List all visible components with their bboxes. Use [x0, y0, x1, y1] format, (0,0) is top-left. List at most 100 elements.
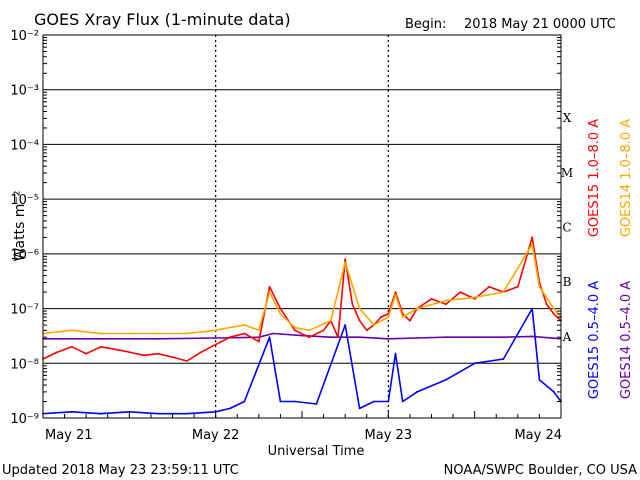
- y-tick-label-0: 10⁻⁹: [10, 412, 39, 427]
- series-0-point-4: [99, 345, 102, 348]
- series-2-point-1: [70, 410, 73, 413]
- series-3-point-5: [272, 332, 275, 335]
- series-1-point-26: [538, 285, 541, 288]
- series-0-point-16: [268, 285, 271, 288]
- series-line-0: [42, 236, 562, 362]
- series-group: [42, 236, 562, 415]
- flare-class-b: B: [563, 275, 572, 289]
- series-0-point-8: [157, 352, 160, 355]
- series-0-point-44: [552, 313, 555, 315]
- x-tick-labels: May 21 May 22 May 23 May 24: [45, 428, 562, 443]
- series-2-point-9: [268, 336, 271, 339]
- series-0-point-18: [293, 329, 296, 332]
- series-1-point-15: [344, 261, 347, 264]
- series-2-point-21: [473, 362, 476, 365]
- series-2-point-18: [401, 400, 404, 403]
- series-2-point-15: [373, 400, 375, 403]
- series-1-point-20: [401, 316, 404, 318]
- series-1-point-3: [128, 332, 131, 335]
- grid-lines: [43, 34, 561, 419]
- legend-entry-1: GOES14 1.0–8.0 A: [619, 119, 634, 237]
- series-3-point-14: [531, 335, 534, 338]
- series-1-point-16: [358, 307, 361, 310]
- series-2-point-17: [394, 352, 397, 355]
- series-0-point-24: [351, 303, 354, 306]
- series-3-point-10: [416, 337, 418, 339]
- series-2-point-5: [186, 412, 188, 415]
- series-0-point-22: [337, 336, 339, 339]
- x-tick-label-0: May 21: [45, 428, 93, 443]
- series-1-point-13: [308, 329, 311, 332]
- series-1-point-7: [229, 326, 232, 329]
- credit-text: NOAA/SWPC Boulder, CO USA: [444, 463, 637, 478]
- plot-frame: [42, 34, 562, 419]
- series-1-point-18: [387, 316, 390, 318]
- series-0-point-35: [445, 303, 447, 306]
- series-0-point-3: [85, 352, 88, 355]
- series-0-point-26: [365, 329, 368, 332]
- legend-entry-0: GOES15 1.0–8.0 A: [587, 119, 602, 237]
- series-1-point-25: [531, 243, 534, 246]
- series-2-point-14: [358, 407, 361, 410]
- series-2-point-16: [387, 400, 390, 403]
- x-axis-label: Universal Time: [268, 444, 365, 459]
- series-1-point-8: [243, 324, 246, 326]
- series-2-point-2: [99, 412, 102, 415]
- y-axis-label: Watts m⁻²: [12, 191, 28, 262]
- series-1-point-12: [293, 326, 296, 329]
- series-0-point-1: [56, 351, 59, 353]
- series-1-point-27: [552, 307, 555, 310]
- series-3-point-1: [99, 337, 102, 340]
- series-2-point-25: [552, 391, 555, 393]
- series-0-point-12: [214, 343, 217, 346]
- series-0-point-25: [358, 319, 361, 322]
- updated-timestamp: Updated 2018 May 23 23:59:11 UTC: [2, 463, 239, 478]
- x-tick-label-3: May 24: [514, 428, 562, 443]
- series-3-point-3: [214, 337, 217, 339]
- series-2-point-19: [416, 391, 418, 393]
- flare-class-a: A: [562, 330, 572, 344]
- y-tick-label-6: 10⁻³: [10, 84, 39, 99]
- series-0-point-37: [473, 298, 476, 300]
- series-1-point-14: [329, 319, 332, 322]
- series-1-point-19: [394, 293, 397, 296]
- x-tick-label-1: May 22: [192, 428, 240, 443]
- series-2-point-24: [538, 378, 541, 381]
- series-1-point-9: [257, 329, 260, 332]
- series-0-point-32: [409, 319, 411, 322]
- series-0-point-17: [279, 307, 282, 310]
- series-0-point-10: [186, 360, 188, 362]
- series-3-point-13: [502, 336, 505, 339]
- series-0-point-11: [200, 351, 203, 353]
- series-0-point-40: [516, 285, 519, 288]
- y-tick-label-5: 10⁻⁴: [10, 138, 39, 153]
- series-1-point-5: [186, 332, 188, 335]
- legend-entry-2: GOES15 0.5–4.0 A: [587, 281, 602, 399]
- series-line-2: [42, 307, 562, 415]
- series-2-point-7: [229, 407, 232, 410]
- series-2-point-12: [315, 403, 318, 405]
- series-0-point-28: [380, 316, 382, 318]
- flare-class-c: C: [562, 221, 571, 235]
- series-0-point-20: [322, 329, 325, 332]
- series-0-point-43: [545, 303, 548, 306]
- series-1-point-21: [416, 307, 418, 310]
- series-2-point-13: [344, 324, 347, 326]
- series-0-point-13: [229, 336, 232, 339]
- x-tick-label-2: May 23: [365, 428, 413, 443]
- chart-title: GOES Xray Flux (1-minute data): [34, 10, 291, 29]
- series-1-point-4: [157, 332, 160, 335]
- begin-value: 2018 May 21 0000 UTC: [464, 17, 616, 32]
- series-2-point-23: [531, 307, 534, 310]
- series-0-point-14: [243, 332, 246, 335]
- y-tick-label-2: 10⁻⁷: [10, 303, 39, 318]
- series-0-point-34: [430, 298, 433, 300]
- y-tick-label-7: 10⁻²: [10, 29, 39, 44]
- series-1-point-17: [373, 324, 375, 326]
- flare-class-x: X: [563, 111, 572, 125]
- series-0-point-7: [142, 354, 145, 357]
- series-2-point-20: [445, 378, 447, 381]
- series-1-point-23: [473, 296, 476, 299]
